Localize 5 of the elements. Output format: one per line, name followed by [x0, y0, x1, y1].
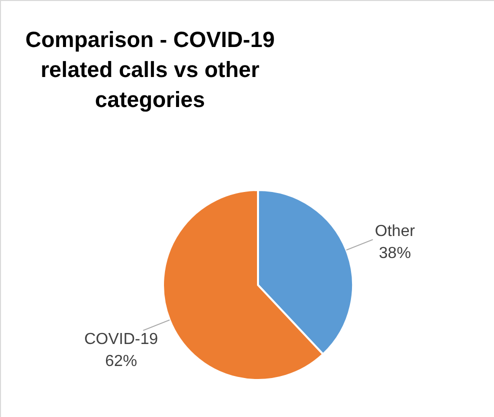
slice-label: COVID-19	[84, 331, 158, 348]
data-label: 62%	[105, 353, 138, 370]
slice-label: Other	[374, 222, 416, 240]
data-label: 38%	[378, 244, 411, 262]
chart-title: Comparison - COVID-19 related calls vs other categories	[25, 27, 275, 112]
